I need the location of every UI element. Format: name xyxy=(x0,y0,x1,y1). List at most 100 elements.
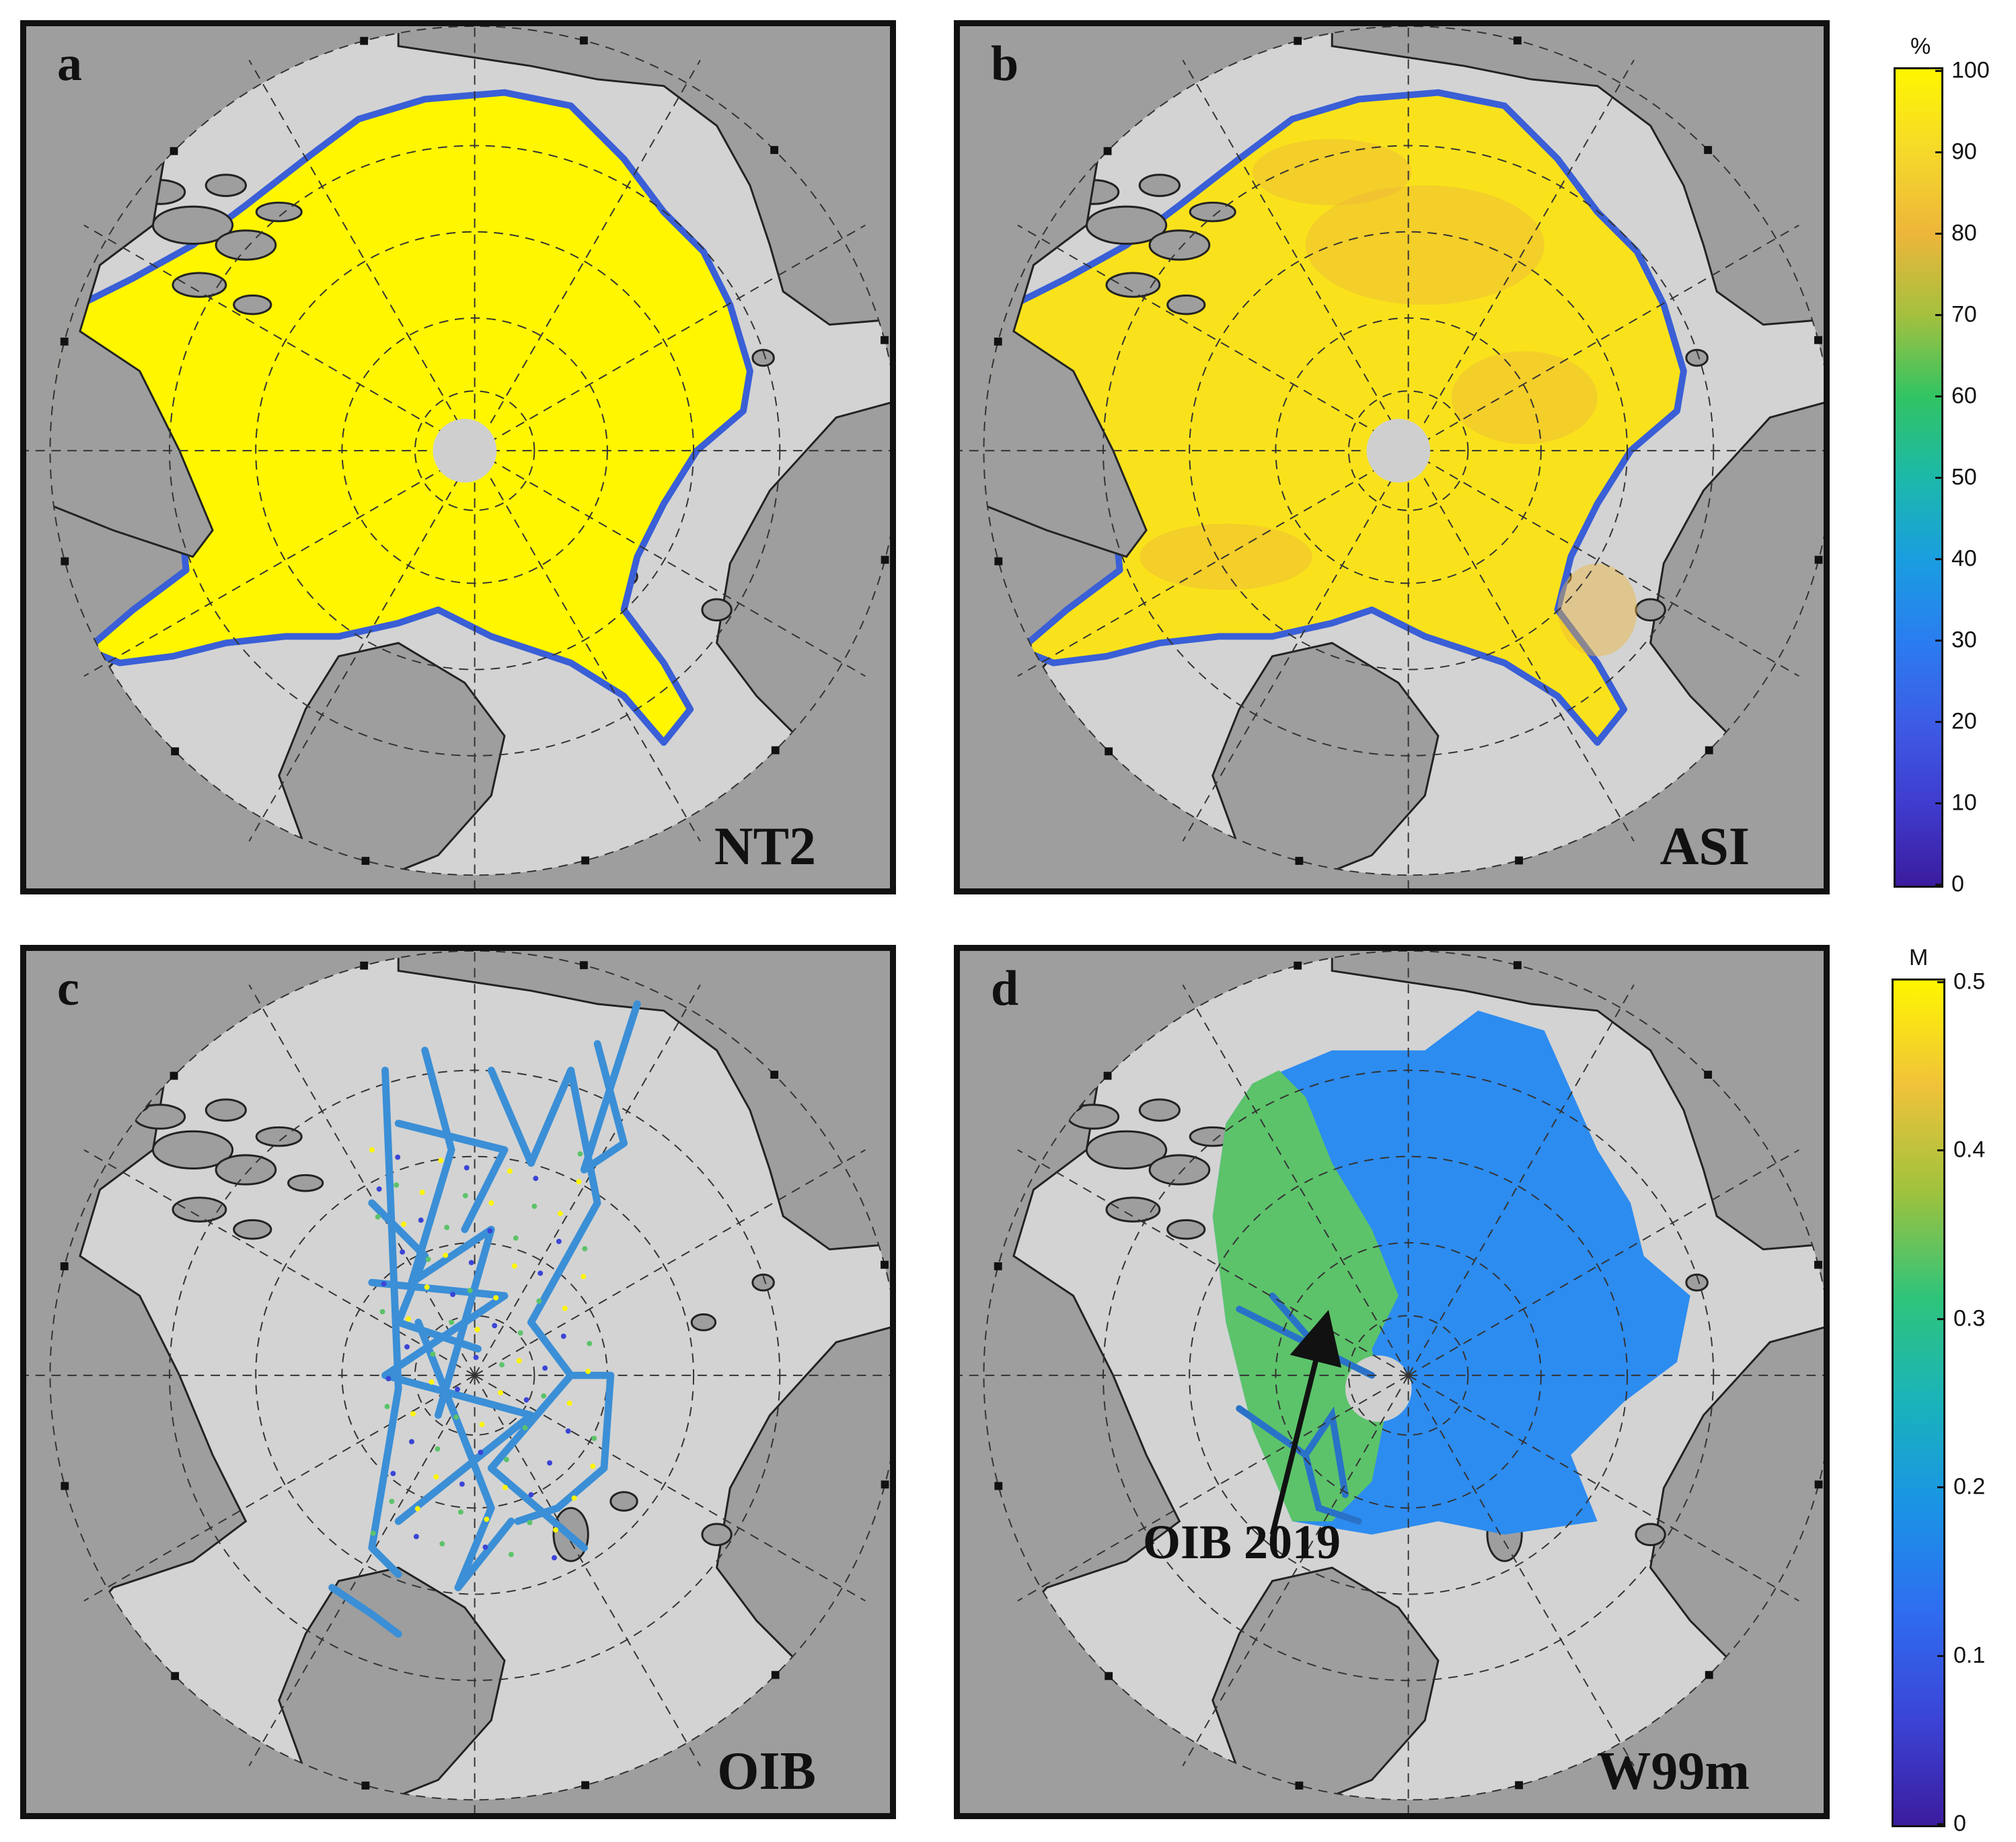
oib-sample-point xyxy=(395,1154,401,1160)
meridian-line xyxy=(474,450,866,677)
oib-sample-point xyxy=(369,1147,375,1153)
panel-title: ASI xyxy=(1659,817,1750,876)
graticule-tick xyxy=(1513,961,1522,970)
meridian-line xyxy=(1408,1149,1799,1376)
graticule-tick xyxy=(170,1071,178,1080)
oib-sample-point xyxy=(577,1151,583,1157)
map-panel-c: c OIB xyxy=(20,945,896,1819)
oib-sample-point xyxy=(458,1509,463,1515)
graticule-tick xyxy=(360,961,369,970)
sea-ice-map-b xyxy=(960,26,1824,888)
meridian-line xyxy=(248,450,476,842)
island xyxy=(255,1126,303,1147)
colorbar-tick-mark xyxy=(1935,395,1943,397)
oib-sample-point xyxy=(410,1411,416,1417)
oib-sample-point xyxy=(375,1214,381,1220)
graticule-tick xyxy=(994,1482,1003,1490)
island xyxy=(690,1313,717,1332)
oib-sample-point xyxy=(404,1344,410,1350)
oib-sample-point xyxy=(522,1425,528,1430)
colorbar-tick-mark xyxy=(1935,558,1943,560)
meridian-line xyxy=(474,59,701,451)
island xyxy=(255,201,303,223)
colorbar-unit: M xyxy=(1909,945,1929,970)
oib-sample-point xyxy=(376,1186,382,1192)
colorbar-tick-label: 70 xyxy=(1951,301,1977,328)
pole-hole xyxy=(1366,418,1431,483)
oib-flight-track xyxy=(328,1584,402,1638)
island xyxy=(233,294,272,315)
island xyxy=(133,1104,186,1130)
island xyxy=(1166,294,1206,315)
oib-sample-point xyxy=(508,1551,514,1558)
oib-sample-point xyxy=(389,1498,395,1504)
graticule-tick xyxy=(994,337,1002,346)
landmass xyxy=(278,642,506,876)
island xyxy=(609,1491,638,1512)
graticule xyxy=(26,26,890,888)
graticule-tick xyxy=(1705,746,1713,755)
graticule-tick xyxy=(771,1671,780,1679)
colorbar-tick-label: 0.3 xyxy=(1953,1305,1986,1332)
oib-flight-track xyxy=(580,1000,641,1174)
panel-title: W99m xyxy=(1597,1742,1750,1801)
meridian-line xyxy=(1408,1375,1799,1602)
latitude-circle xyxy=(1189,231,1629,670)
low-concentration-patch xyxy=(1140,523,1312,590)
oib-sample-point xyxy=(511,1263,517,1269)
graticule-tick xyxy=(994,557,1003,566)
meridian-line xyxy=(83,224,476,451)
meridian-line xyxy=(83,1149,476,1376)
island xyxy=(151,1130,234,1169)
colorbar-tick-mark xyxy=(1935,151,1943,153)
island xyxy=(102,1091,150,1116)
graticule-tick xyxy=(770,1071,779,1079)
island xyxy=(1105,1196,1161,1223)
oib-sample-point xyxy=(473,1354,479,1360)
oib-sample-point xyxy=(571,1495,577,1501)
graticule-tick xyxy=(61,557,69,566)
graticule-tick xyxy=(1103,147,1112,155)
map-panel-a: a NT2 xyxy=(20,20,896,894)
oib-sample-point xyxy=(536,1298,542,1304)
latitude-circle xyxy=(414,1315,535,1436)
oib-2019-track xyxy=(1236,1405,1362,1525)
oib-sample-point xyxy=(552,1555,557,1561)
oib-sample-point xyxy=(537,1270,544,1276)
oib-sample-point xyxy=(478,1449,484,1455)
island xyxy=(1189,201,1236,223)
snow-depth-map xyxy=(960,951,1824,1813)
oib-sample-point xyxy=(438,1157,444,1163)
oib-sample-point xyxy=(566,1400,572,1406)
oib-sample-point xyxy=(493,1295,499,1301)
oib-sample-point xyxy=(385,1376,391,1382)
island xyxy=(215,1154,277,1186)
island xyxy=(1635,1523,1666,1547)
island xyxy=(204,174,247,197)
meridian-line xyxy=(1408,450,1799,677)
panel-letter: d xyxy=(991,961,1019,1016)
graticule-tick xyxy=(1704,1071,1713,1079)
oib-sample-point xyxy=(409,1438,414,1445)
oib-sample-point xyxy=(523,1397,529,1403)
oib-flight-track xyxy=(368,1199,482,1353)
oib-sample-point xyxy=(468,1260,474,1266)
oib-flight-track xyxy=(368,1067,402,1578)
panel-title: OIB xyxy=(717,1742,816,1801)
meridian-line xyxy=(83,1375,476,1602)
colorbar-tick-mark xyxy=(1935,721,1943,723)
latitude-circle xyxy=(255,1155,695,1595)
graticule-tick xyxy=(1704,146,1713,154)
oib-sample-point xyxy=(542,1365,548,1371)
landmass xyxy=(278,1566,506,1800)
meridian-line xyxy=(474,1375,701,1767)
colorbar-tick-mark xyxy=(1935,802,1943,804)
colorbar-tick-mark xyxy=(1935,640,1943,642)
oib-sample-point xyxy=(418,1217,424,1223)
latitude-circle xyxy=(414,390,535,511)
colorbar-tick-label: 40 xyxy=(1951,545,1977,572)
annotation-arrow xyxy=(1269,1309,1342,1535)
oib-sample-point xyxy=(394,1182,400,1188)
colorbar-tick-label: 50 xyxy=(1951,464,1977,490)
graticule-tick xyxy=(171,747,180,756)
